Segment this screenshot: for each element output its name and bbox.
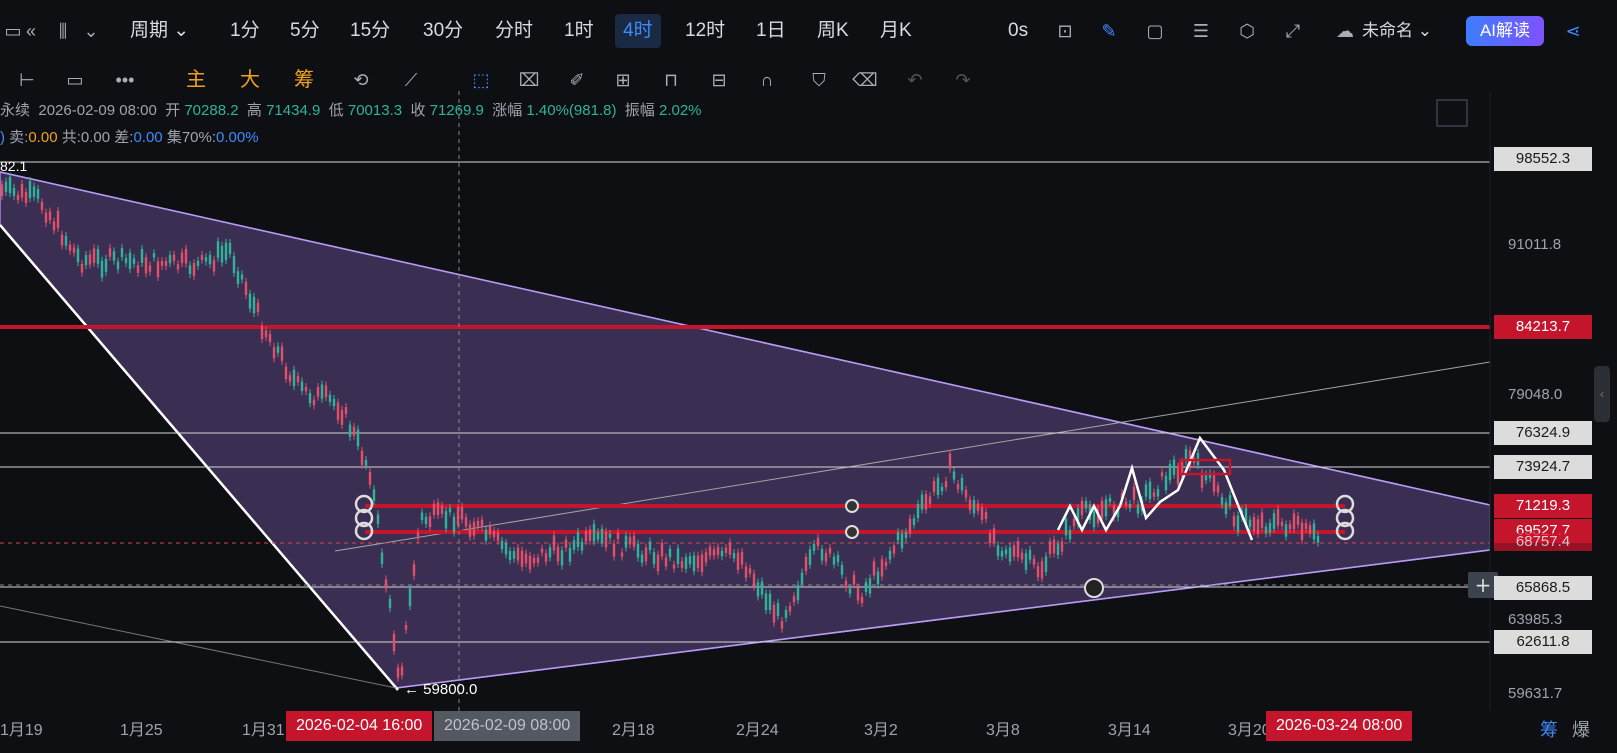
interval-1h[interactable]: 1时 bbox=[564, 20, 594, 41]
date-tick: 3月14 bbox=[1108, 722, 1151, 739]
main-indicator-button[interactable]: 主 bbox=[186, 69, 206, 91]
price-tick-63985: 63985.3 bbox=[1508, 611, 1563, 628]
price-axis-scroll-handle[interactable]: ‹ bbox=[1594, 366, 1610, 422]
price-level-73924[interactable]: 73924.7 bbox=[1494, 455, 1592, 479]
ohlc-info: 永续 2026-02-09 08:00 开 70288.2 高 71434.9 … bbox=[0, 102, 702, 119]
more-icon[interactable]: ••• bbox=[115, 70, 135, 90]
zigzag-pattern bbox=[1056, 435, 1254, 541]
interval-30m[interactable]: 30分 bbox=[423, 20, 464, 41]
crosshair-date-badge: 2026-02-09 08:00 bbox=[434, 711, 581, 741]
magnet-icon[interactable]: ∩ bbox=[760, 70, 774, 90]
comment-icon[interactable]: ▢ bbox=[1146, 21, 1164, 41]
top-toolbar: ▭ « ⫼ ⌄ 周期 ⌄ 1分 5分 15分 30分 分时 1时 4时 12时 … bbox=[0, 0, 1617, 60]
interval-timeline[interactable]: 分时 bbox=[495, 20, 534, 41]
redo-icon[interactable]: ↷ bbox=[955, 70, 971, 90]
trash-icon[interactable]: ⌫ bbox=[852, 70, 878, 90]
interval-week[interactable]: 周K bbox=[817, 20, 849, 41]
sync-icon[interactable]: ⟲ bbox=[353, 70, 369, 90]
period-selector[interactable]: 周期 ⌄ bbox=[130, 20, 190, 41]
interval-4h[interactable]: 4时 bbox=[615, 14, 661, 48]
interval-1m[interactable]: 1分 bbox=[230, 20, 260, 41]
date-tick: 2月18 bbox=[612, 722, 655, 739]
list-icon[interactable]: ☰ bbox=[1192, 21, 1210, 41]
pen-icon[interactable]: ✎ bbox=[1101, 21, 1117, 41]
price-level-84213[interactable]: 84213.7 bbox=[1494, 315, 1592, 339]
liquidation-toggle[interactable]: 爆 bbox=[1572, 720, 1590, 740]
date-tick: 3月20 bbox=[1228, 722, 1271, 739]
price-current: 68757.4 bbox=[1494, 533, 1592, 551]
cursor-icon[interactable]: ⬚ bbox=[472, 70, 490, 90]
horizontal-line-icon[interactable]: ⊢ bbox=[19, 70, 35, 90]
price-tick-59631: 59631.7 bbox=[1508, 685, 1563, 702]
date-tick: 3月2 bbox=[864, 722, 898, 739]
price-level-98552[interactable]: 98552.3 bbox=[1494, 147, 1592, 171]
brush-icon[interactable]: ✐ bbox=[569, 70, 585, 90]
chevron-down-icon[interactable]: ⌄ bbox=[83, 21, 99, 41]
price-level-71219[interactable]: 71219.3 bbox=[1494, 494, 1592, 518]
rectangle-icon[interactable]: ▭ bbox=[66, 70, 84, 90]
high-marker: 82.1 bbox=[0, 158, 28, 174]
share-icon[interactable]: ⋖ bbox=[1565, 21, 1581, 41]
layout-name-dropdown[interactable]: 未命名 ⌄ bbox=[1362, 21, 1432, 40]
date-tick: 2月24 bbox=[736, 722, 779, 739]
filter-icon[interactable]: ⛉ bbox=[812, 70, 826, 90]
interval-1d[interactable]: 1日 bbox=[756, 20, 786, 41]
range-start-badge: 2026-02-04 16:00 bbox=[286, 711, 433, 741]
interval-month[interactable]: 月K bbox=[880, 20, 912, 41]
price-chart[interactable]: + bbox=[0, 91, 1617, 753]
camera-icon[interactable]: ⊡ bbox=[1057, 21, 1073, 41]
ai-analysis-button[interactable]: AI解读 bbox=[1466, 16, 1544, 46]
pattern-icon[interactable]: ⊞ bbox=[615, 70, 631, 90]
price-level-65868[interactable]: 65868.5 bbox=[1494, 576, 1592, 600]
date-tick: 1月31 bbox=[242, 722, 285, 739]
rewind-icon[interactable]: « bbox=[25, 21, 36, 41]
volume-indicator-button[interactable]: 大 bbox=[240, 69, 260, 91]
ruler-icon[interactable]: ⌧ bbox=[518, 70, 540, 90]
undo-icon[interactable]: ↶ bbox=[907, 70, 923, 90]
interval-12h[interactable]: 12时 bbox=[685, 20, 726, 41]
price-level-76324[interactable]: 76324.9 bbox=[1494, 421, 1592, 445]
fullscreen-icon[interactable]: ⤢ bbox=[1285, 21, 1301, 41]
date-tick: 1月25 bbox=[120, 722, 163, 739]
candles-icon[interactable]: ⫼ bbox=[58, 21, 68, 41]
interval-15m[interactable]: 15分 bbox=[350, 20, 391, 41]
chip-info: ) 卖:0.00 共:0.00 差:0.00 集70%:0.00% bbox=[0, 129, 259, 146]
lock-icon[interactable]: ⊓ bbox=[663, 70, 679, 90]
price-tick-91011: 91011.8 bbox=[1508, 236, 1562, 253]
date-tick: 3月8 bbox=[986, 722, 1020, 739]
interval-5m[interactable]: 5分 bbox=[290, 20, 320, 41]
range-end-badge: 2026-03-24 08:00 bbox=[1266, 711, 1413, 741]
chip-toggle[interactable]: 筹 bbox=[1540, 720, 1558, 740]
low-marker: ← 59800.0 bbox=[404, 681, 478, 698]
edit-icon[interactable]: ⊟ bbox=[711, 70, 727, 90]
settings-icon[interactable]: ⬡ bbox=[1239, 21, 1255, 41]
cloud-save-icon[interactable]: ☁ bbox=[1336, 21, 1354, 41]
price-level-62611[interactable]: 62611.8 bbox=[1494, 630, 1592, 654]
svg-text:+: + bbox=[1475, 573, 1492, 597]
layout-icon[interactable]: ▭ bbox=[4, 21, 22, 41]
date-tick: 1月19 bbox=[0, 722, 43, 739]
price-tick-79048: 79048.0 bbox=[1508, 386, 1563, 403]
trend-tool-icon[interactable]: ⟋ bbox=[404, 70, 418, 90]
chip-indicator-button[interactable]: 筹 bbox=[294, 69, 314, 91]
countdown-timer: 0s bbox=[1008, 20, 1029, 41]
